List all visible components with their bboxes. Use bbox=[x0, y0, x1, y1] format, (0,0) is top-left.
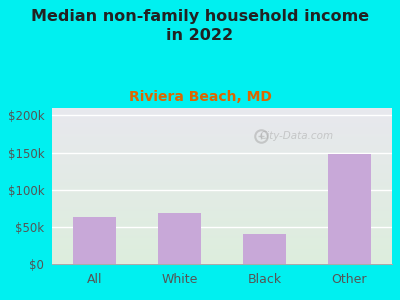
Bar bbox=[243, 234, 286, 264]
Bar bbox=[73, 217, 116, 264]
Bar bbox=[158, 214, 201, 264]
Text: Median non-family household income
in 2022: Median non-family household income in 20… bbox=[31, 9, 369, 43]
Text: Riviera Beach, MD: Riviera Beach, MD bbox=[128, 90, 272, 104]
Bar bbox=[328, 154, 371, 264]
Text: City-Data.com: City-Data.com bbox=[260, 131, 334, 141]
